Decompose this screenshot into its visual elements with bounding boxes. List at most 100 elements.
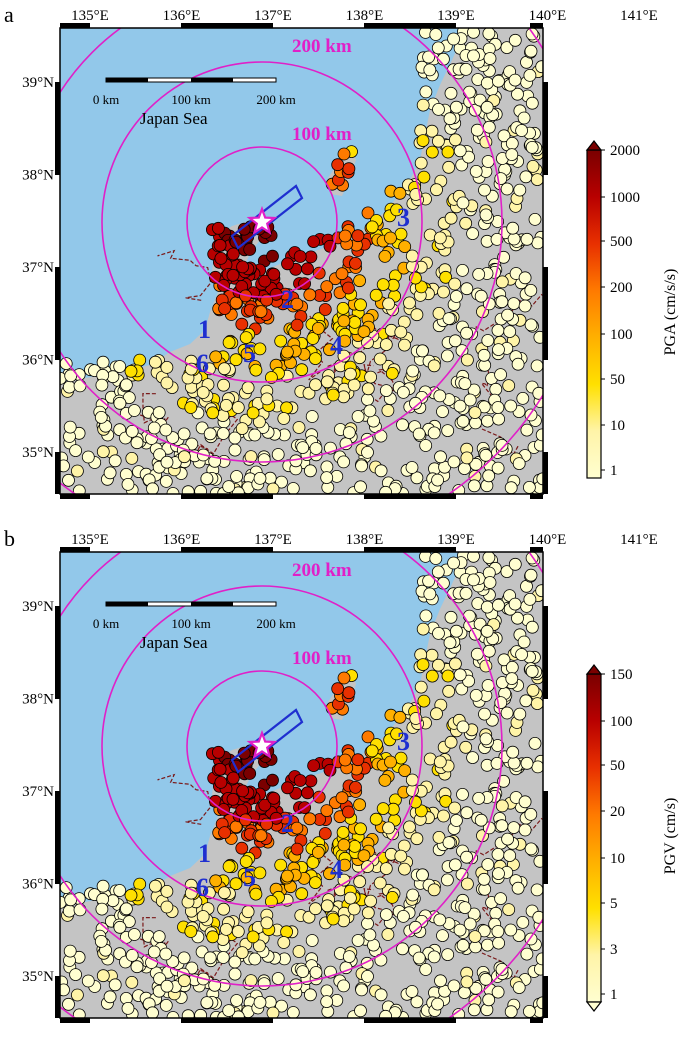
station-marker [492,936,506,950]
station-marker [127,928,141,941]
station-marker [305,934,319,947]
colorbar-tick-label: 500 [610,234,633,250]
station-marker [246,406,260,420]
station-marker [474,813,488,827]
station-marker [415,344,429,358]
station-marker [290,842,304,856]
station-marker [382,297,396,311]
station-marker [390,203,404,217]
station-marker [152,930,166,944]
station-marker [338,858,352,872]
station-marker [249,363,263,377]
panel-b: b 200 km 100 km 0 km 100 km 200 km Japan Sea 1 2… [0,524,685,1038]
region-number: 3 [397,727,410,756]
station-marker [406,364,420,378]
station-marker [434,450,447,464]
latitude-label: 38°N [22,168,54,184]
longitude-label: 140°E [529,8,567,24]
station-marker [460,282,474,296]
colorbar-tick-label: 150 [610,667,633,683]
station-marker [378,249,392,263]
station-marker [266,1006,280,1018]
station-marker [507,232,521,246]
station-marker [460,806,474,820]
station-marker [433,755,447,769]
circle-label-100km: 100 km [292,124,352,145]
station-marker [280,869,294,883]
station-marker [515,124,528,137]
station-marker [231,1010,245,1018]
station-marker [492,343,505,357]
station-marker [159,947,173,961]
station-marker [113,396,127,410]
station-marker [469,688,483,702]
station-marker [423,63,437,77]
station-marker [477,924,491,938]
station-marker [525,664,539,678]
station-marker [347,902,361,916]
station-marker [460,451,474,465]
station-marker [290,821,304,835]
station-marker [467,1003,481,1017]
station-marker [422,50,436,64]
station-marker [477,400,491,414]
station-marker [336,301,350,315]
station-marker [235,422,249,436]
station-marker [217,902,231,916]
station-marker [501,308,515,322]
station-marker [361,906,375,920]
panel-letter: a [4,2,14,27]
station-marker [453,399,467,413]
station-marker [483,52,497,65]
station-marker [326,388,340,402]
scale-bar: 0 km 100 km 200 km [93,601,296,631]
station-marker [228,443,242,457]
station-marker [130,960,144,974]
station-marker [441,145,455,159]
station-marker [523,1004,536,1018]
colorbar-tick-label: 200 [610,280,633,296]
station-marker [243,767,257,780]
station-marker [244,974,258,988]
station-marker [500,41,514,54]
station-marker [147,945,161,959]
station-marker [320,375,334,389]
station-marker [414,156,428,170]
station-marker [410,471,424,485]
station-marker [235,317,249,331]
station-marker [62,380,76,394]
station-marker [469,457,483,471]
station-marker [341,805,355,819]
station-marker [96,879,110,893]
station-marker [520,232,534,246]
station-marker [431,473,445,487]
colorbar-top-triangle [585,664,603,675]
station-marker [357,849,371,863]
station-marker [244,450,258,464]
station-marker [147,421,161,435]
station-marker [200,996,214,1010]
station-marker [307,235,321,249]
station-marker [124,888,138,902]
station-marker [415,868,429,882]
station-marker [460,877,474,891]
station-marker [253,866,267,880]
station-marker [60,983,70,997]
circle-label-100km: 100 km [292,648,352,669]
station-marker [196,386,210,399]
station-marker [296,441,310,455]
station-marker [365,220,379,234]
scale-label: 0 km [93,616,119,631]
station-marker [456,414,470,428]
station-marker [73,379,87,393]
station-marker [396,942,409,956]
station-marker [410,995,424,1009]
station-marker [491,323,505,337]
station-marker [309,442,323,455]
station-marker [535,60,543,74]
station-marker [177,450,191,464]
station-marker [301,262,314,276]
station-marker [458,986,471,1000]
station-marker [385,366,399,380]
region-number: 2 [281,809,294,838]
